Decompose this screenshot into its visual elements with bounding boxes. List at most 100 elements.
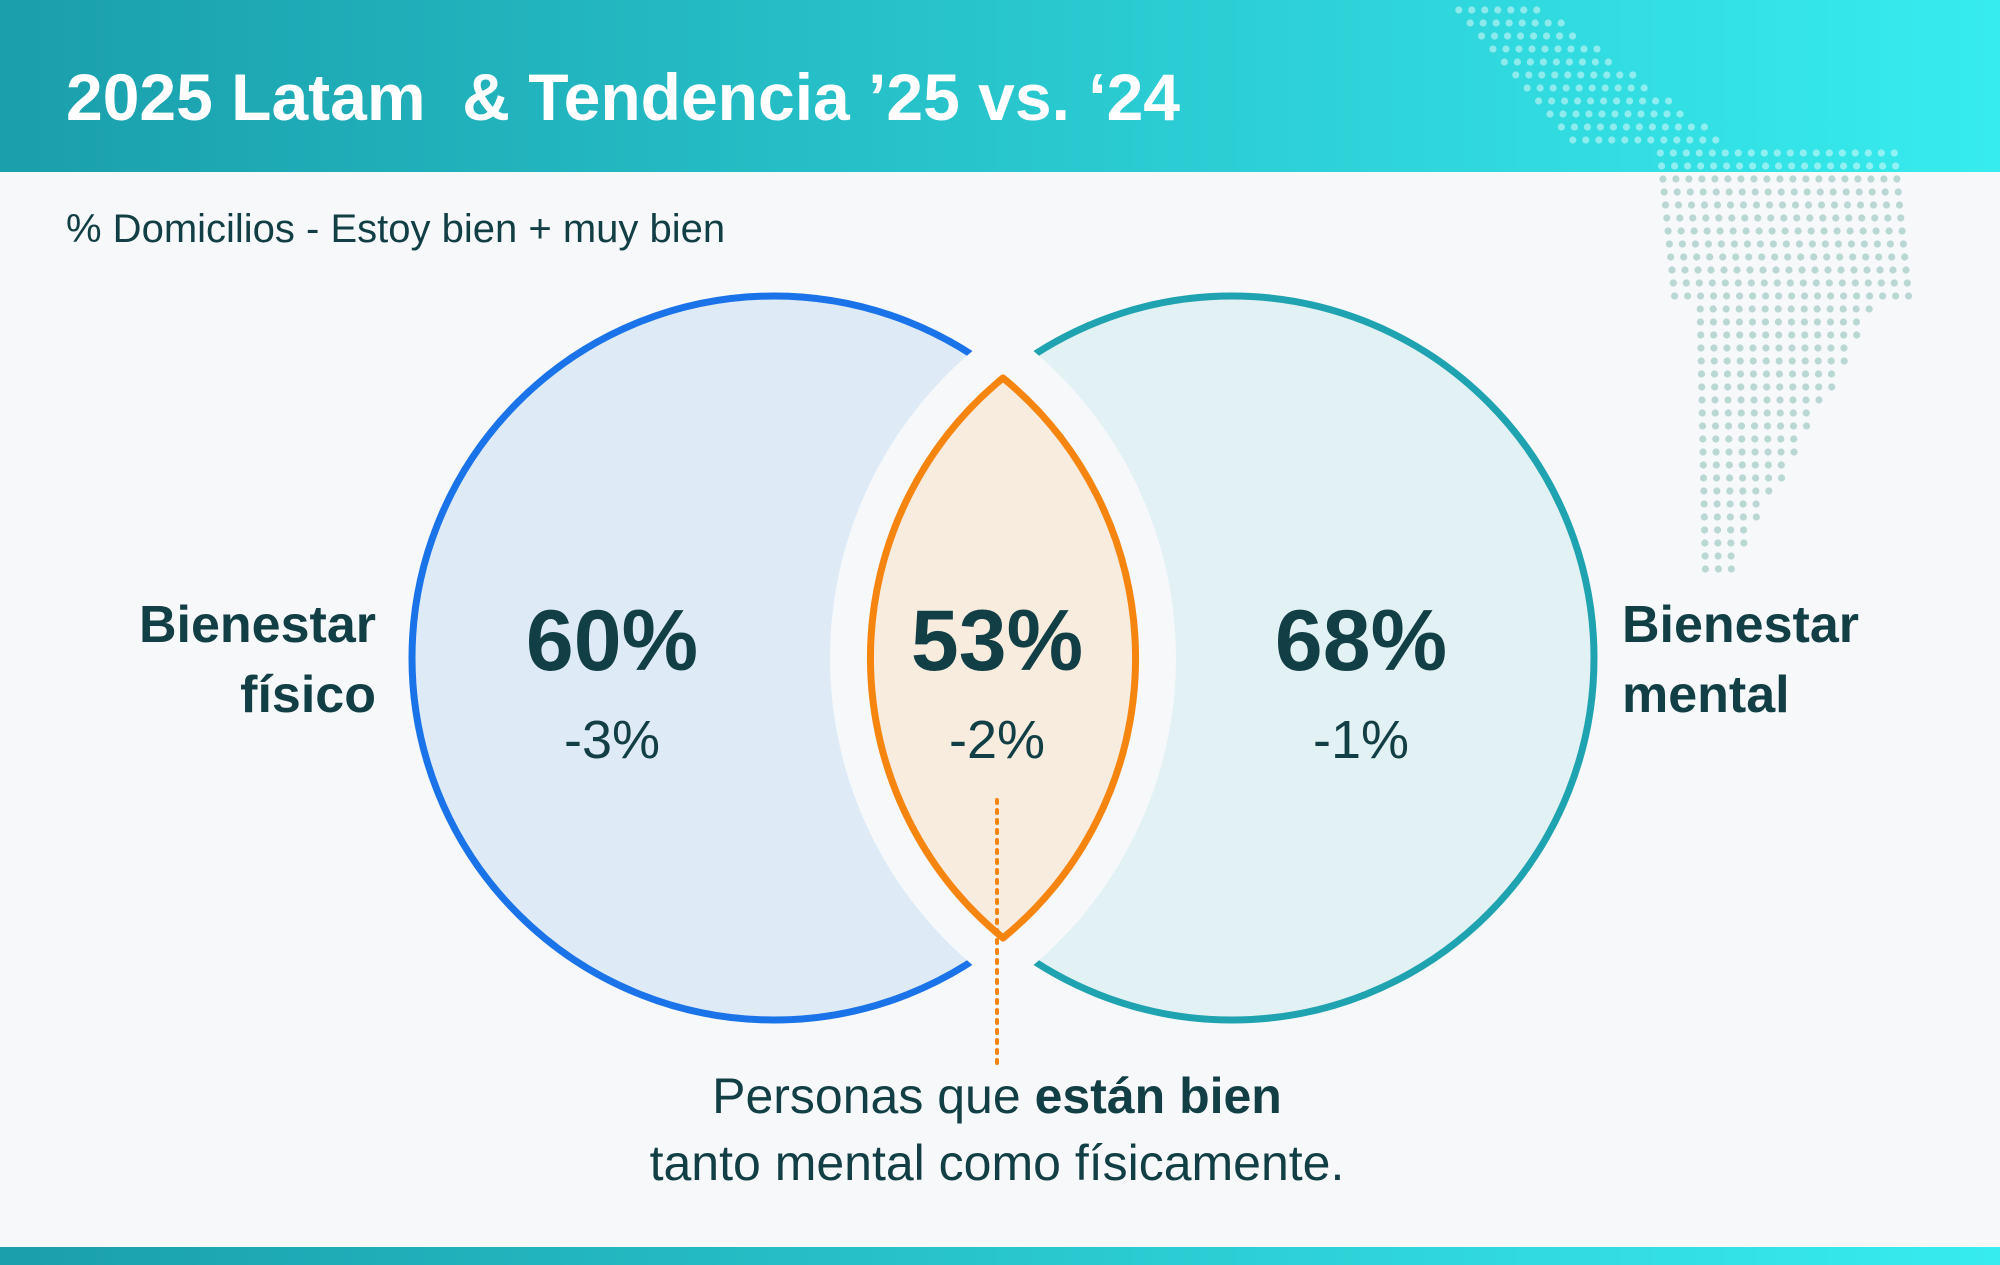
map-dot xyxy=(1763,175,1771,183)
map-dot xyxy=(1674,123,1683,131)
map-dot xyxy=(1503,32,1512,40)
map-dot xyxy=(1801,331,1809,339)
map-dot xyxy=(1726,500,1734,508)
map-dot xyxy=(1703,227,1711,235)
map-dot xyxy=(1764,435,1772,443)
map-dot xyxy=(1888,253,1896,261)
map-dot xyxy=(1673,136,1681,144)
caption-line: Personas que están bien xyxy=(712,1068,1282,1124)
change: -1% xyxy=(1313,710,1409,770)
map-dot xyxy=(1776,396,1784,404)
map-dot xyxy=(1790,448,1798,456)
map-dot xyxy=(1762,162,1770,170)
map-dot xyxy=(1824,266,1832,274)
map-dot xyxy=(1769,240,1777,248)
map-dot xyxy=(1777,461,1785,469)
map-dot xyxy=(1725,188,1733,196)
map-dot xyxy=(1760,149,1768,157)
map-dot xyxy=(1697,344,1705,352)
map-dot xyxy=(1723,331,1731,339)
map-dot xyxy=(1882,201,1891,209)
map-dot xyxy=(1860,240,1868,248)
map-dot xyxy=(1776,409,1784,417)
map-dot xyxy=(1598,110,1606,118)
map-dot xyxy=(1820,227,1828,235)
map-dot xyxy=(1711,422,1720,430)
map-dot xyxy=(1899,240,1907,248)
map-dot xyxy=(1697,370,1706,378)
map-dot xyxy=(1759,266,1767,274)
map-dot xyxy=(1839,318,1848,326)
map-dot xyxy=(1901,253,1909,261)
map-dot xyxy=(1513,58,1521,66)
map-dot xyxy=(1853,162,1861,170)
map-dot xyxy=(1879,292,1887,300)
map-dot xyxy=(1699,448,1707,456)
map-dot xyxy=(1810,253,1818,261)
map-dot xyxy=(1789,422,1798,430)
map-dot xyxy=(1872,227,1880,235)
change: -3% xyxy=(564,710,660,770)
map-dot xyxy=(1477,32,1486,40)
map-dot xyxy=(1709,318,1718,326)
map-dot xyxy=(1505,19,1513,27)
map-dot xyxy=(1710,162,1718,170)
map-dot xyxy=(1534,97,1543,105)
map-dot xyxy=(1880,175,1888,183)
map-dot xyxy=(1772,266,1780,274)
map-dot xyxy=(1790,435,1798,443)
map-dot xyxy=(1734,149,1742,157)
map-dot xyxy=(1701,539,1709,547)
map-dot xyxy=(1616,71,1624,79)
map-dot xyxy=(1568,32,1577,40)
map-dot xyxy=(1479,19,1487,27)
map-dot xyxy=(1687,201,1696,209)
map-dot xyxy=(1698,383,1706,391)
map-dot xyxy=(1727,552,1735,560)
map-dot xyxy=(1775,357,1783,365)
map-dot xyxy=(1892,162,1900,170)
map-dot xyxy=(1802,383,1810,391)
map-dot xyxy=(1774,318,1783,326)
map-dot xyxy=(1714,552,1722,560)
map-dot xyxy=(1520,6,1528,14)
map-dot xyxy=(1725,435,1733,443)
map-dot xyxy=(1554,45,1562,53)
map-dot xyxy=(1698,409,1706,417)
map-dot xyxy=(1850,266,1858,274)
caption-line: tanto mental como físicamente. xyxy=(650,1135,1345,1191)
map-dot xyxy=(1751,474,1760,482)
map-dot xyxy=(1862,253,1870,261)
map-dot xyxy=(1814,370,1823,378)
map-dot xyxy=(1682,149,1690,157)
map-dot xyxy=(1808,240,1816,248)
map-dot xyxy=(1627,84,1635,92)
map-dot xyxy=(1735,305,1743,313)
map-dot xyxy=(1614,84,1622,92)
map-dot xyxy=(1650,110,1658,118)
map-dot xyxy=(1711,383,1719,391)
map-dot xyxy=(1689,214,1697,222)
map-dot xyxy=(1531,19,1539,27)
map-dot xyxy=(1815,396,1823,404)
map-dot xyxy=(1590,71,1598,79)
map-dot xyxy=(1536,84,1544,92)
map-dot xyxy=(1663,214,1671,222)
map-dot xyxy=(1852,305,1860,313)
map-dot xyxy=(1802,396,1810,404)
map-dot xyxy=(1764,188,1772,196)
map-dot xyxy=(1793,214,1801,222)
map-dot xyxy=(1832,214,1840,222)
map-dot xyxy=(1789,383,1797,391)
map-dot xyxy=(1695,149,1703,157)
map-dot xyxy=(1762,344,1770,352)
map-dot xyxy=(1845,214,1853,222)
map-dot xyxy=(1854,175,1862,183)
map-dot xyxy=(1560,97,1569,105)
map-dot xyxy=(1648,123,1657,131)
map-dot xyxy=(1762,292,1770,300)
map-dot xyxy=(1712,448,1720,456)
map-dot xyxy=(1827,370,1836,378)
map-dot xyxy=(1739,487,1747,495)
map-dot xyxy=(1827,162,1835,170)
